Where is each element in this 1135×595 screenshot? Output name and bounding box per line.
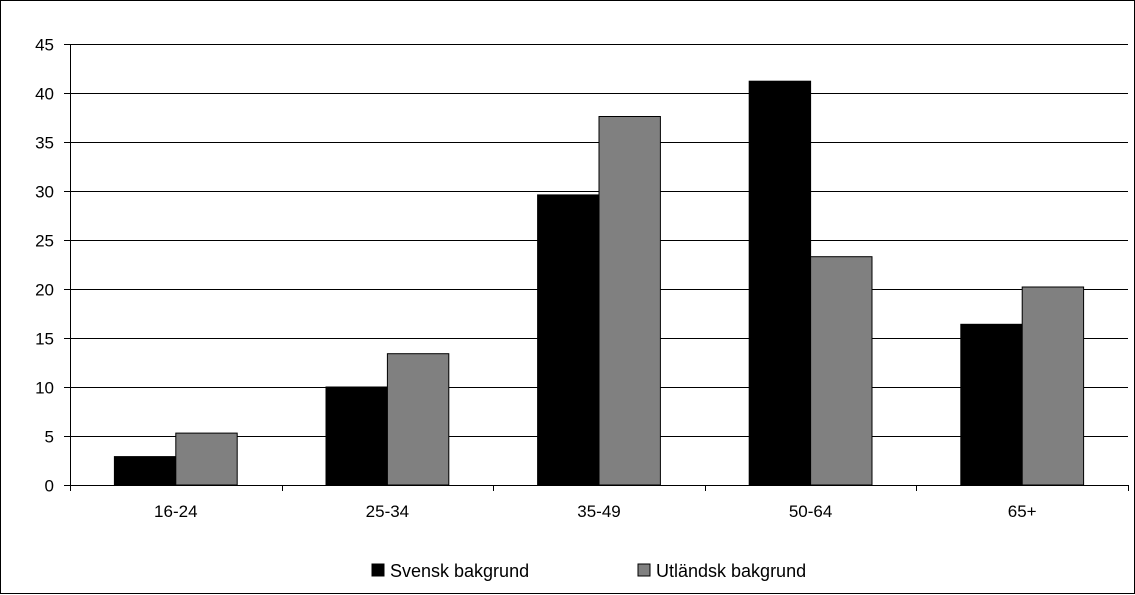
y-tick-label: 25 bbox=[35, 232, 54, 251]
bar-svensk-16-24 bbox=[113, 456, 177, 486]
bar-svensk-50-64 bbox=[748, 80, 812, 486]
x-tick-label: 35-49 bbox=[577, 502, 620, 521]
y-axis-ticks: 0 5 10 15 20 25 30 35 40 45 bbox=[35, 36, 70, 496]
y-tick-label: 0 bbox=[45, 477, 54, 496]
bar-utlandsk-16-24 bbox=[175, 432, 238, 486]
bar-svensk-25-34 bbox=[325, 386, 388, 486]
legend-swatch-utlandsk-bakgrund bbox=[637, 563, 651, 577]
legend-swatch-svensk-bakgrund bbox=[371, 563, 385, 577]
bar-svensk-65+ bbox=[960, 323, 1023, 486]
bar-utlandsk-25-34 bbox=[386, 353, 450, 486]
y-tick-label: 10 bbox=[35, 379, 54, 398]
y-tick-label: 40 bbox=[35, 85, 54, 104]
y-tick-label: 35 bbox=[35, 134, 54, 153]
x-tick-label: 25-34 bbox=[366, 502, 409, 521]
x-tick-label: 16-24 bbox=[154, 502, 197, 521]
bar-svensk-35-49 bbox=[537, 194, 600, 486]
axes bbox=[70, 44, 1128, 486]
bar-utlandsk-35-49 bbox=[598, 116, 661, 486]
legend-label-utlandsk-bakgrund: Utländsk bakgrund bbox=[656, 561, 806, 581]
x-axis-ticks: 16-24 25-34 35-49 50-64 65+ bbox=[70, 485, 1129, 521]
y-tick-label: 20 bbox=[35, 281, 54, 300]
bar-utlandsk-65+ bbox=[1021, 286, 1085, 486]
y-tick-label: 15 bbox=[35, 330, 54, 349]
bar-utlandsk-50-64 bbox=[810, 256, 873, 486]
legend: Svensk bakgrund Utländsk bakgrund bbox=[371, 561, 806, 581]
y-tick-label: 45 bbox=[35, 36, 54, 55]
bars bbox=[113, 80, 1085, 486]
x-tick-label: 50-64 bbox=[789, 502, 832, 521]
legend-label-svensk-bakgrund: Svensk bakgrund bbox=[390, 561, 529, 581]
x-tick-label: 65+ bbox=[1008, 502, 1037, 521]
y-tick-label: 5 bbox=[45, 428, 54, 447]
y-tick-label: 30 bbox=[35, 183, 54, 202]
